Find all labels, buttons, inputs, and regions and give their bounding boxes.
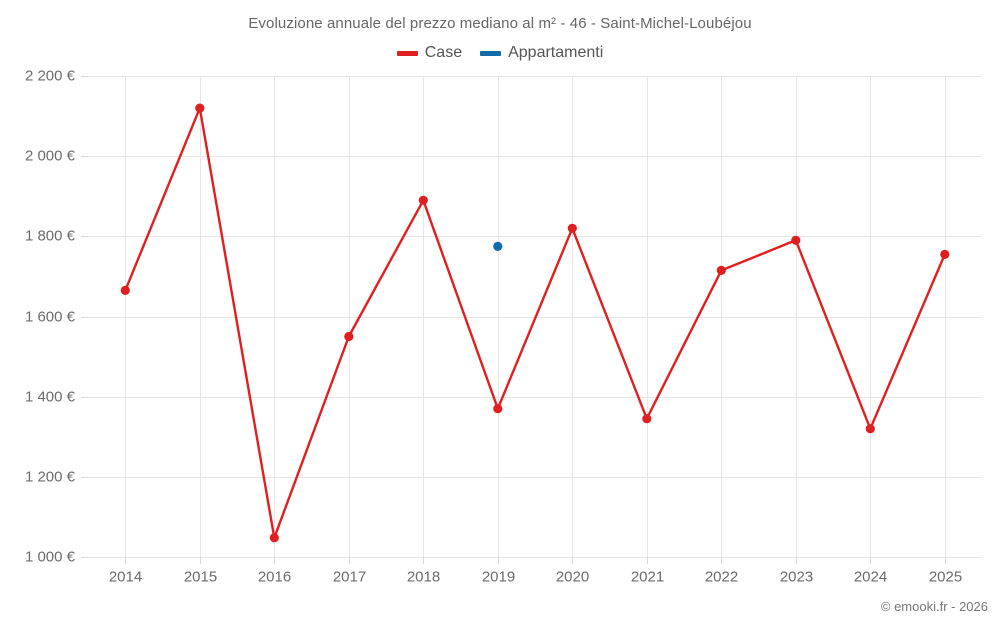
y-axis-label: 1 600 € xyxy=(25,308,76,325)
data-point-case-2016[interactable] xyxy=(269,533,279,543)
legend-swatch-appartamenti xyxy=(480,50,502,56)
y-axis-label: 2 000 € xyxy=(25,147,76,164)
legend-item-case[interactable]: Case xyxy=(396,44,463,62)
data-point-case-2025[interactable] xyxy=(940,249,950,259)
y-axis-label: 1 000 € xyxy=(25,548,76,565)
y-axis-label: 1 200 € xyxy=(25,468,76,485)
legend-label-case: Case xyxy=(424,44,463,61)
copyright-credit: © emooki.fr - 2026 xyxy=(880,599,988,614)
x-axis-label: 2023 xyxy=(780,568,813,585)
legend-label-appartamenti: Appartamenti xyxy=(508,44,604,61)
chart-legend: Case Appartamenti xyxy=(0,44,1000,62)
data-point-case-2022[interactable] xyxy=(716,265,726,275)
x-axis-label: 2015 xyxy=(184,568,217,585)
x-axis-label: 2014 xyxy=(109,568,142,585)
x-axis-label: 2020 xyxy=(556,568,589,585)
data-point-case-2015[interactable] xyxy=(195,103,205,113)
y-axis-label: 1 800 € xyxy=(25,227,76,244)
legend-swatch-case xyxy=(396,50,418,56)
data-point-case-2021[interactable] xyxy=(642,414,652,424)
data-point-case-2019[interactable] xyxy=(493,404,503,414)
data-point-case-2023[interactable] xyxy=(791,235,801,245)
x-axis-label: 2021 xyxy=(631,568,664,585)
data-point-appartamenti-2019[interactable] xyxy=(493,241,503,251)
x-axis-label: 2019 xyxy=(482,568,515,585)
x-axis-label: 2025 xyxy=(929,568,962,585)
y-axis-label: 1 400 € xyxy=(25,388,76,405)
x-axis-label: 2018 xyxy=(407,568,440,585)
x-axis-label: 2022 xyxy=(705,568,738,585)
data-point-case-2014[interactable] xyxy=(120,285,130,295)
data-point-case-2024[interactable] xyxy=(865,424,875,434)
series-line-case xyxy=(124,106,946,539)
y-axis-label: 2 200 € xyxy=(25,67,76,84)
chart-title: Evoluzione annuale del prezzo mediano al… xyxy=(248,15,752,32)
data-point-case-2018[interactable] xyxy=(418,195,428,205)
data-point-case-2017[interactable] xyxy=(344,331,354,342)
x-axis-label: 2017 xyxy=(333,568,366,585)
x-axis-label: 2016 xyxy=(258,568,291,585)
legend-item-appartamenti[interactable]: Appartamenti xyxy=(480,44,603,62)
data-point-case-2020[interactable] xyxy=(567,223,577,233)
x-axis-label: 2024 xyxy=(854,568,887,585)
